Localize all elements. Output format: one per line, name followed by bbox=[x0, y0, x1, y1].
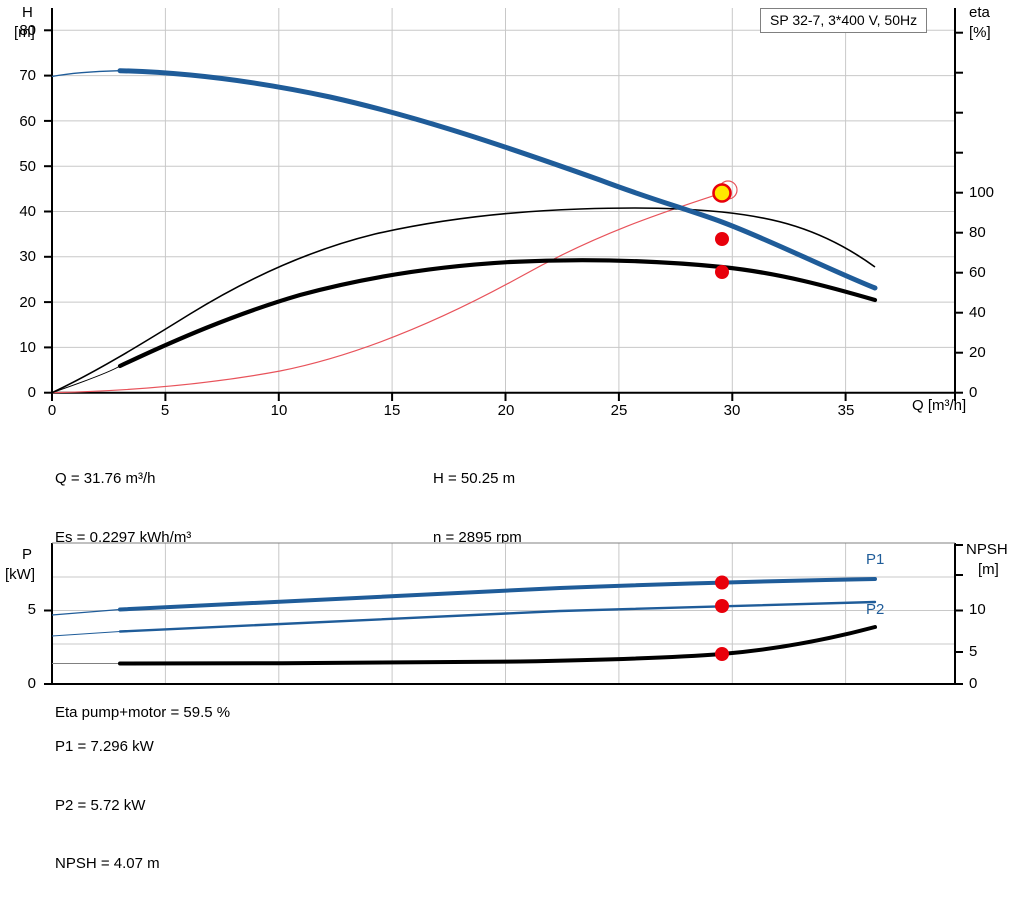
eta-pump-motor-curve-thick bbox=[117, 258, 878, 369]
lower-y-left-axis-title-line2: [kW] bbox=[5, 566, 35, 583]
curve-label-p1: P1 bbox=[866, 551, 885, 568]
eta-pump-curve bbox=[51, 207, 876, 394]
main-eta-tick-100: 100 bbox=[969, 184, 995, 201]
npsh-curve bbox=[118, 625, 877, 666]
main-left-axis bbox=[44, 8, 53, 394]
lower-p-tick-5: 5 bbox=[27, 601, 36, 618]
duty-dot-p2[interactable] bbox=[715, 599, 729, 613]
lower-left-axis bbox=[44, 543, 53, 685]
main-y-tick-50: 50 bbox=[19, 158, 36, 175]
duty-dot-eta-pump[interactable] bbox=[715, 232, 729, 246]
main-bottom-axis bbox=[51, 391, 956, 401]
head-curve bbox=[117, 68, 878, 291]
main-y-tick-60: 60 bbox=[19, 113, 36, 130]
main-y-right-axis-title-line1: eta bbox=[969, 4, 990, 21]
info-bottom-npsh: NPSH = 4.07 m bbox=[55, 855, 160, 872]
lower-right-axis bbox=[954, 543, 963, 685]
lower-npsh-tick-5: 5 bbox=[969, 643, 978, 660]
info-right-n: n = 2895 rpm bbox=[433, 528, 522, 546]
curve-label-p2: P2 bbox=[866, 601, 885, 618]
main-x-axis-title: Q [m³/h] bbox=[912, 397, 967, 414]
main-x-tick-0: 0 bbox=[47, 402, 57, 419]
lower-p-tick-0: 0 bbox=[27, 675, 36, 692]
duty-dot-npsh[interactable] bbox=[715, 647, 729, 661]
lower-npsh-tick-10: 10 bbox=[969, 601, 986, 618]
main-x-tick-15: 15 bbox=[383, 402, 401, 419]
main-eta-tick-0: 0 bbox=[969, 384, 978, 401]
info-left-eta-pump-motor: Eta pump+motor = 59.5 % bbox=[55, 704, 231, 721]
main-x-tick-25: 25 bbox=[610, 402, 628, 419]
main-eta-tick-20: 20 bbox=[969, 344, 986, 361]
pump-curve-page: H [m] eta [%] Q [m³/h] 0 10 20 30 40 50 … bbox=[5, 4, 1008, 872]
eta-pump-motor-curve bbox=[51, 365, 121, 394]
p1-curve bbox=[118, 577, 877, 612]
main-y-tick-40: 40 bbox=[19, 203, 36, 220]
eta-reference-curve bbox=[51, 192, 723, 394]
main-eta-tick-80: 80 bbox=[969, 224, 986, 241]
main-x-tick-35: 35 bbox=[837, 402, 855, 419]
main-eta-tick-60: 60 bbox=[969, 264, 986, 281]
duty-dot-p1[interactable] bbox=[715, 575, 729, 590]
main-y-tick-30: 30 bbox=[19, 248, 36, 265]
main-y-tick-10: 10 bbox=[19, 339, 36, 356]
main-y-left-axis-title-line1: H bbox=[22, 4, 33, 21]
duty-point-marker[interactable] bbox=[712, 180, 738, 203]
main-y-right-axis-title-line2: [%] bbox=[969, 24, 991, 41]
power-npsh-chart bbox=[44, 542, 963, 685]
lower-bottom-axis bbox=[52, 542, 955, 685]
main-y-tick-70: 70 bbox=[19, 67, 36, 84]
main-x-tick-10: 10 bbox=[270, 402, 288, 419]
info-bottom-p2: P2 = 5.72 kW bbox=[55, 796, 146, 814]
info-bottom-p1: P1 = 7.296 kW bbox=[55, 738, 154, 755]
p2-curve-lead bbox=[51, 631, 121, 637]
main-eta-tick-40: 40 bbox=[969, 304, 986, 321]
main-x-tick-30: 30 bbox=[723, 402, 741, 419]
head-eta-chart bbox=[44, 8, 963, 401]
info-left-q: Q = 31.76 m³/h bbox=[55, 470, 156, 487]
main-y-tick-80: 80 bbox=[19, 22, 36, 39]
main-x-tick-5: 5 bbox=[160, 402, 170, 419]
main-y-tick-20: 20 bbox=[19, 294, 36, 311]
duty-dot-eta-pump-motor[interactable] bbox=[715, 265, 729, 279]
info-block-bottom: P1 = 7.296 kW P2 = 5.72 kW NPSH = 4.07 m bbox=[55, 698, 160, 913]
main-right-axis bbox=[954, 8, 963, 394]
chart-title-box: SP 32-7, 3*400 V, 50Hz bbox=[760, 8, 928, 33]
info-left-es: Es = 0.2297 kWh/m³ bbox=[55, 528, 192, 546]
lower-y-left-axis-title-line1: P bbox=[22, 546, 33, 563]
p2-curve bbox=[118, 600, 877, 633]
main-y-tick-0: 0 bbox=[27, 384, 36, 401]
main-y-left-axis-title-line2: [m] bbox=[14, 24, 35, 41]
lower-npsh-tick-0: 0 bbox=[969, 675, 978, 692]
info-right-h: H = 50.25 m bbox=[433, 470, 516, 487]
head-curve-lead bbox=[51, 70, 121, 78]
main-x-tick-20: 20 bbox=[497, 402, 515, 419]
p1-curve-lead bbox=[51, 608, 121, 616]
lower-y-right-axis-title-line2: [m] bbox=[978, 561, 999, 578]
lower-y-right-axis-title-line1: NPSH bbox=[966, 541, 1008, 558]
